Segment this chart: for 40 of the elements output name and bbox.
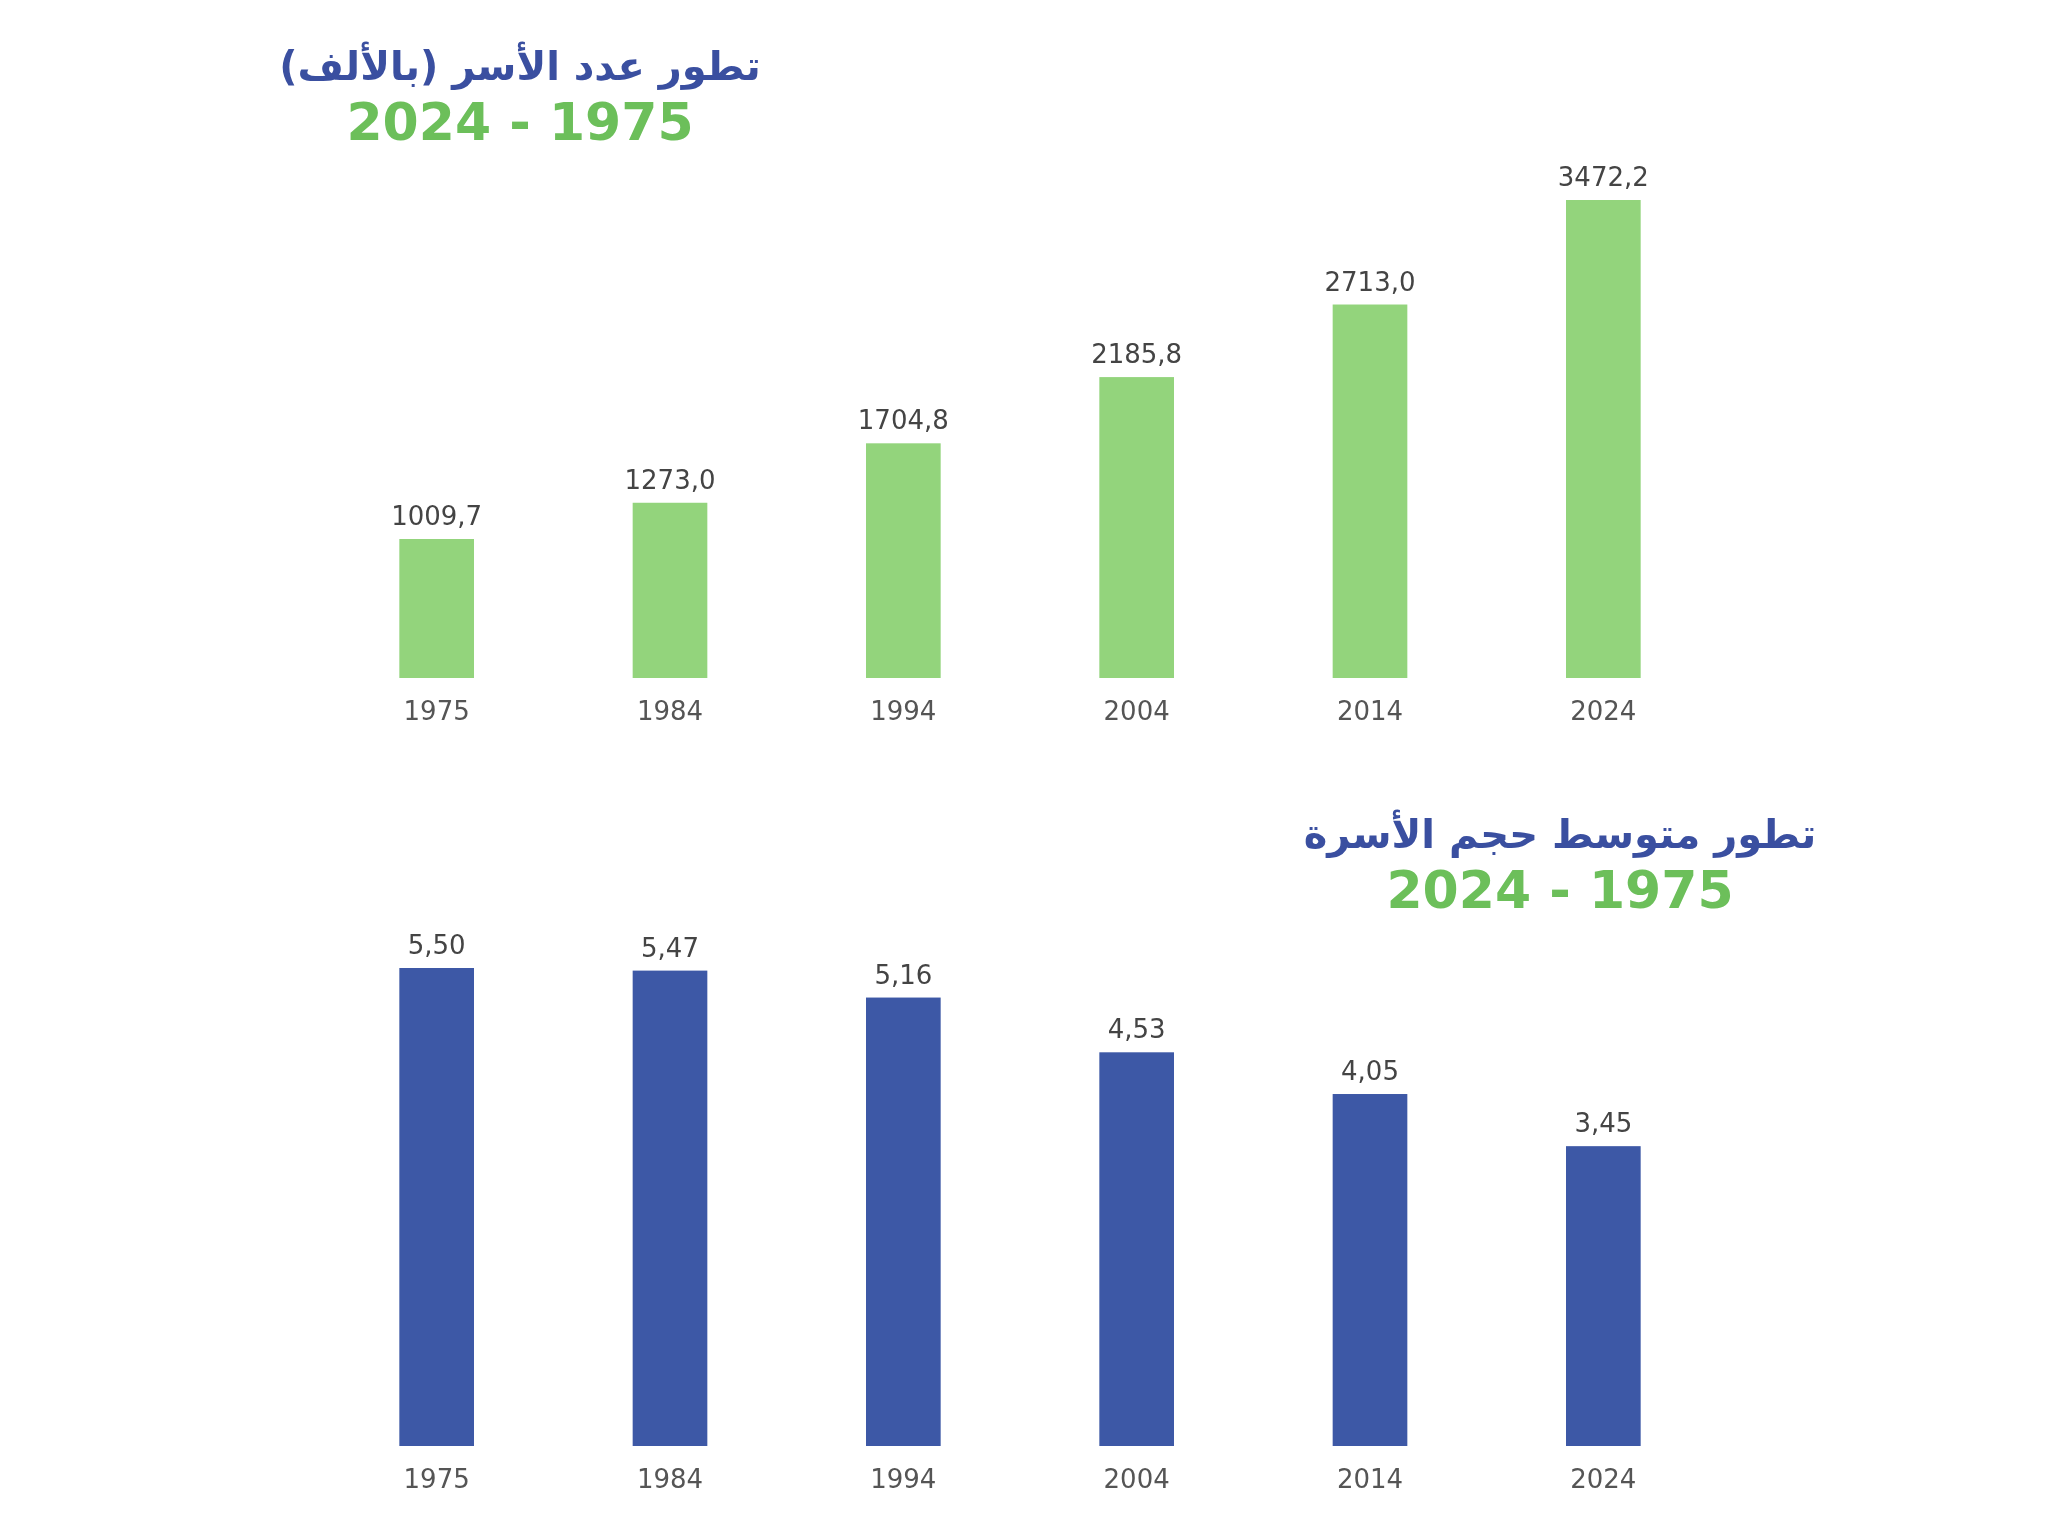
data-label: 4,05 bbox=[1341, 1056, 1399, 1087]
bar bbox=[1332, 1094, 1408, 1446]
chart-title: تطور متوسط حجم الأسرة bbox=[1303, 809, 1817, 858]
x-tick-label: 1984 bbox=[636, 1464, 704, 1494]
x-tick-label: 2014 bbox=[1336, 696, 1404, 726]
data-label: 1273,0 bbox=[624, 464, 716, 495]
x-tick-label: 1994 bbox=[870, 1464, 937, 1494]
data-label: 2185,8 bbox=[1091, 339, 1183, 370]
x-tick-label: 2004 bbox=[1103, 696, 1170, 726]
bar bbox=[866, 997, 941, 1446]
chart-subtitle: 2024 - 1975 bbox=[1386, 860, 1734, 920]
x-tick-label: 1994 bbox=[870, 696, 937, 726]
bar bbox=[1099, 1052, 1174, 1446]
x-tick-label: 1975 bbox=[403, 1464, 470, 1494]
data-label: 4,53 bbox=[1107, 1014, 1166, 1045]
bar bbox=[1099, 377, 1174, 678]
bar bbox=[632, 502, 708, 678]
bar bbox=[1566, 200, 1641, 678]
data-label: 1009,7 bbox=[391, 501, 483, 531]
data-label: 1704,8 bbox=[857, 405, 949, 436]
x-tick-label: 2024 bbox=[1570, 696, 1637, 726]
data-label: 5,50 bbox=[407, 930, 466, 960]
data-label: 5,16 bbox=[874, 959, 933, 990]
data-label: 3472,2 bbox=[1557, 162, 1649, 192]
chart-title: تطور عدد الأسر (بالألف) bbox=[279, 41, 761, 90]
bar bbox=[1332, 304, 1408, 678]
data-label: 3,45 bbox=[1574, 1108, 1633, 1139]
data-label: 5,47 bbox=[641, 932, 699, 963]
bar bbox=[399, 968, 474, 1446]
bar bbox=[866, 443, 941, 678]
bar bbox=[632, 970, 708, 1446]
x-tick-label: 2014 bbox=[1336, 1464, 1404, 1494]
x-tick-label: 1984 bbox=[636, 696, 704, 726]
data-label: 2713,0 bbox=[1324, 266, 1416, 297]
x-tick-label: 1975 bbox=[403, 696, 470, 726]
bar bbox=[1566, 1146, 1641, 1446]
x-tick-label: 2024 bbox=[1570, 1464, 1637, 1494]
x-tick-label: 2004 bbox=[1103, 1464, 1170, 1494]
bar bbox=[399, 539, 474, 678]
chart-subtitle: 2024 - 1975 bbox=[346, 92, 694, 152]
